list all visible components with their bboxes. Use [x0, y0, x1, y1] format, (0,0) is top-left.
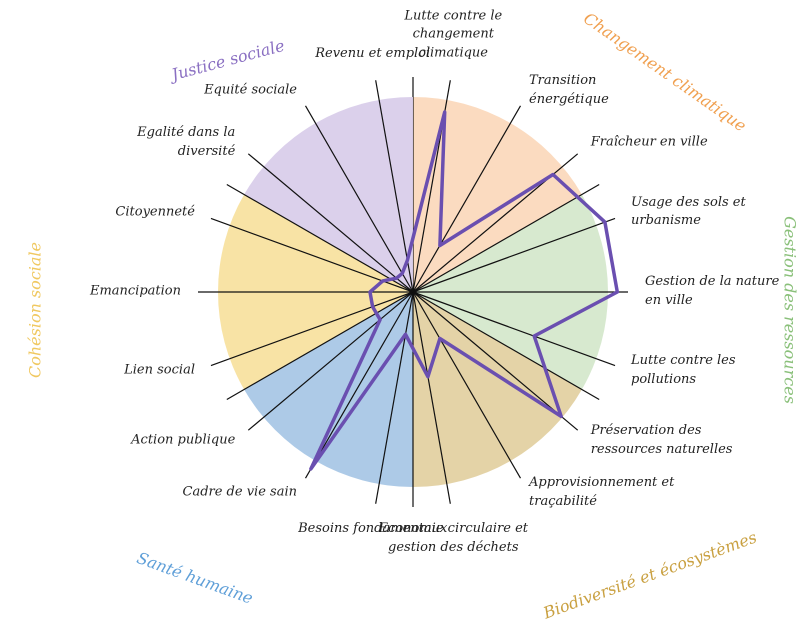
axis-line [247, 291, 414, 431]
series-line [309, 110, 620, 471]
axis-line [247, 153, 414, 293]
axis-label: Economie circulaire et gestion des déche… [378, 521, 528, 556]
group-title: Gestion des ressources [780, 216, 800, 404]
axis-label: Besoins fondamentaux [298, 521, 448, 537]
sector-boundary [226, 183, 414, 293]
axis-label: Préservation des ressources naturelles [590, 423, 733, 458]
sector [413, 292, 582, 487]
group-title: Cohésion sociale [25, 241, 45, 379]
axis-label: Revenu et emploi [315, 45, 431, 61]
axis-line [412, 105, 522, 293]
axis-label: Usage des sols et urbanisme [631, 194, 746, 229]
axis-label: Lien social [124, 362, 195, 378]
axis-line [375, 291, 414, 504]
sector-boundary [412, 183, 600, 293]
sector-boundary [226, 291, 414, 401]
axis-label: Equité sociale [204, 82, 297, 98]
axis-label: Fraîcheur en ville [590, 134, 708, 150]
axis-line [412, 291, 522, 479]
axis-line [210, 291, 414, 367]
axis-label: Transition énergétique [529, 73, 609, 108]
axis-line [304, 291, 414, 479]
axis-label: Cadre de vie sain [182, 484, 298, 500]
axis-label: Lutte contre le changement climatique [404, 7, 503, 61]
axis-label: Approvisionnement et traçabilité [529, 475, 675, 509]
axis-label: Egalité dans la diversité [137, 125, 236, 159]
axis-line [412, 291, 616, 367]
axis-line [412, 217, 616, 293]
axis-label: Action publique [131, 432, 236, 448]
axis-label: Emancipation [89, 283, 181, 299]
axis-label: Lutte contre les pollutions [631, 353, 736, 388]
axis-label: Citoyenneté [115, 204, 195, 220]
axis-line [412, 291, 579, 431]
axis-label: Gestion de la nature en ville [645, 274, 780, 308]
sector [244, 97, 413, 292]
sector-boundary [412, 291, 600, 401]
axis-line [412, 291, 451, 504]
sector [413, 97, 582, 292]
axis-line [304, 105, 414, 293]
axis-line [210, 217, 414, 293]
